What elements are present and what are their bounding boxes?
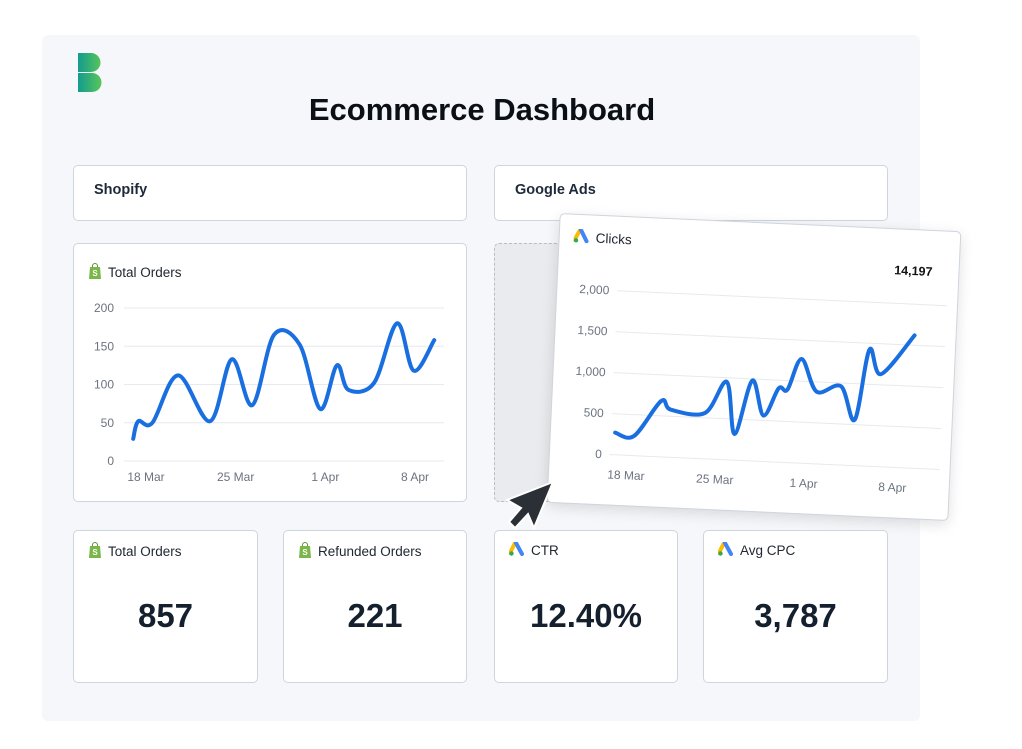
- kpi-card-avg-cpc[interactable]: Avg CPC 3,787: [703, 530, 888, 683]
- google-ads-icon: [508, 541, 525, 559]
- x-tick-label: 8 Apr: [878, 480, 907, 495]
- gridline: [611, 413, 942, 430]
- y-tick-label: 1,000: [575, 364, 606, 379]
- svg-text:S: S: [92, 548, 98, 557]
- x-tick-label: 25 Mar: [696, 471, 734, 487]
- shopify-bag-icon: S: [298, 542, 312, 561]
- kpi-value: 221: [347, 597, 403, 634]
- shopify-bag-icon: S: [88, 542, 102, 561]
- y-tick-label: 0: [595, 447, 603, 461]
- series-line: [131, 321, 437, 441]
- gridline: [613, 372, 944, 389]
- cursor-arrow-icon: [504, 480, 555, 530]
- x-tick-label: 1 Apr: [789, 476, 818, 491]
- x-tick-label: 18 Mar: [607, 467, 645, 483]
- y-tick-label: 100: [94, 378, 114, 392]
- total-orders-chart-card[interactable]: S Total Orders 200 150 100 50 0 18 Mar 25 Mar 1 …: [73, 243, 467, 502]
- kpi-label: CTR: [531, 543, 559, 558]
- y-tick-label: 500: [583, 405, 604, 420]
- kpi-card-refunded-orders[interactable]: S Refunded Orders 221: [283, 530, 467, 683]
- gridline: [617, 290, 948, 307]
- x-tick-label: 8 Apr: [401, 470, 429, 484]
- series-line: [613, 333, 917, 440]
- x-tick-label: 1 Apr: [311, 470, 339, 484]
- kpi-value: 3,787: [754, 597, 837, 634]
- google-ads-icon: [717, 541, 734, 559]
- brand-logo: [78, 53, 102, 92]
- section-title: Google Ads: [515, 182, 596, 198]
- kpi-card-total-orders[interactable]: S Total Orders 857: [73, 530, 258, 683]
- x-tick-label: 25 Mar: [217, 470, 254, 484]
- page-title: Ecommerce Dashboard: [308, 92, 656, 127]
- kpi-card-ctr[interactable]: CTR 12.40%: [494, 530, 678, 683]
- y-tick-label: 150: [94, 339, 114, 353]
- total-orders-chart: 200 150 100 50 0 18 Mar 25 Mar 1 Apr 8 Apr: [94, 301, 444, 484]
- svg-text:S: S: [302, 548, 308, 557]
- section-title: Shopify: [94, 182, 148, 198]
- section-google-ads: Google Ads: [494, 165, 888, 221]
- shopify-bag-icon: S: [88, 263, 102, 282]
- y-tick-label: 0: [107, 454, 114, 468]
- gridline: [609, 454, 940, 471]
- kpi-label: Total Orders: [108, 544, 182, 559]
- clicks-chart-card[interactable]: Clicks 14,197 2,000 1,500 1,000 500 0 18 Mar 2…: [546, 213, 962, 521]
- x-tick-label: 18 Mar: [127, 470, 164, 484]
- google-ads-icon: [572, 227, 590, 247]
- y-tick-label: 200: [94, 301, 114, 315]
- svg-text:S: S: [92, 269, 98, 278]
- kpi-value: 857: [137, 597, 194, 634]
- chart-title: Total Orders: [108, 265, 182, 280]
- y-tick-label: 50: [101, 416, 115, 430]
- gridline: [615, 331, 946, 348]
- clicks-chart: 2,000 1,500 1,000 500 0 18 Mar 25 Mar 1 Apr 8 Ap…: [575, 282, 948, 495]
- kpi-label: Refunded Orders: [318, 544, 422, 559]
- kpi-label: Avg CPC: [740, 543, 796, 558]
- kpi-value: 12.40%: [530, 597, 642, 634]
- y-tick-label: 1,500: [577, 323, 608, 338]
- y-tick-label: 2,000: [579, 282, 610, 297]
- section-shopify: Shopify: [73, 165, 467, 221]
